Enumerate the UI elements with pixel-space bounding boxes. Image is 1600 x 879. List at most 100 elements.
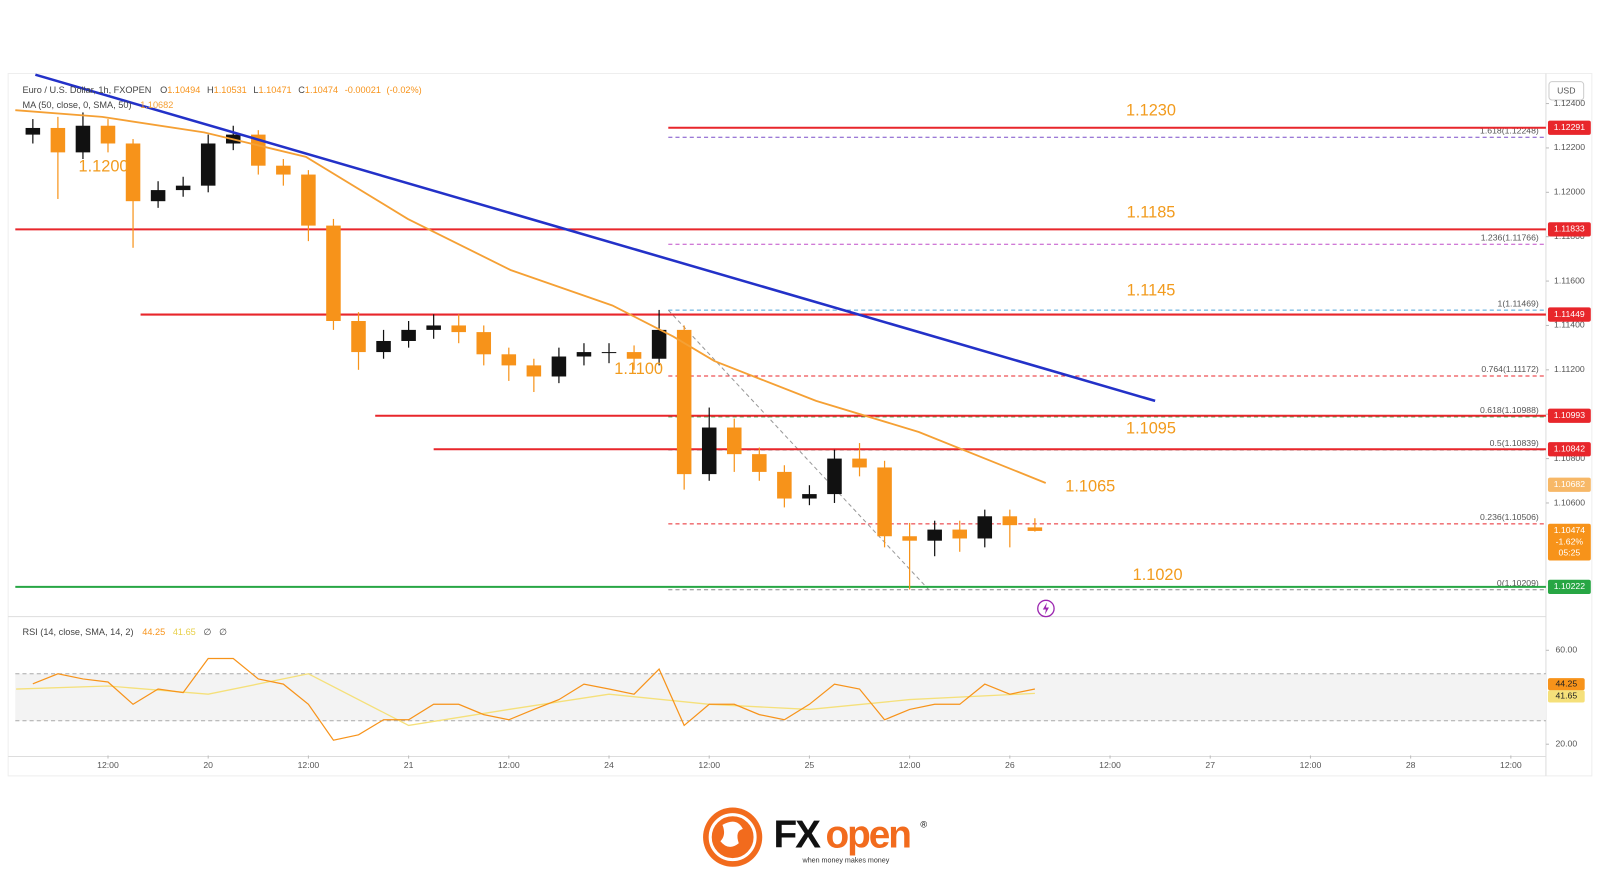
price-tag-label: 1.10842 [1554,444,1585,454]
plot: 1.124001.122001.120001.118001.116001.114… [15,73,1591,770]
ohlc-label: H [207,85,214,95]
rsi-extra: ∅ [203,627,211,637]
logo-fx: FX [773,813,821,856]
price-tag-extra: 05:25 [1559,548,1581,558]
fib-label: 1(1.11469) [1498,298,1539,308]
y-tick-label: 1.12400 [1554,98,1585,108]
price-tag-label: 1.12291 [1554,122,1585,132]
x-tick-label: 12:00 [97,760,119,770]
x-tick-label: 12:00 [1300,760,1322,770]
candle-body [551,356,567,377]
fib-label: 0.618(1.10988) [1480,405,1539,415]
candle-body [175,185,191,191]
x-tick-label: 12:00 [1500,760,1522,770]
fib-label: 1.618(1.12248) [1480,125,1539,135]
candle-body [952,529,967,539]
x-tick-label: 21 [404,760,414,770]
x-tick-label: 12:00 [1099,760,1121,770]
price-tag-label: 1.10474 [1554,525,1585,535]
candle-body [902,536,917,541]
candle-body [802,494,817,499]
candle-body [701,427,717,475]
price-tag [1547,120,1591,135]
ohlc-label: O [160,85,167,95]
fib-label: 0(1.10209) [1497,578,1539,588]
fib-label: 0.5(1.10839) [1490,438,1539,448]
x-tick-label: 28 [1406,760,1416,770]
candle-body [351,321,366,353]
ohlc-value: 1.10531 [214,85,247,95]
rsi-tick-label: 60.00 [1555,645,1577,655]
symbol-title: Euro / U.S. Dollar, 1h, FXOPEN [22,85,151,95]
rsi-tag-label: 41.65 [1555,691,1577,701]
x-tick-label: 26 [1005,760,1015,770]
ma-header: MA (50, close, 0, SMA, 50) 1.10682 [22,101,173,111]
price-tag-label: 1.10222 [1554,581,1585,591]
x-tick-label: 25 [805,760,815,770]
rsi-band-fill [15,673,1546,721]
y-tick-label: 1.12200 [1554,142,1585,152]
level-label: 1.1095 [1126,419,1176,437]
logo-emblem-ring [708,813,757,862]
candle-body [75,125,91,153]
y-tick-label: 1.11600 [1554,275,1585,285]
rsi-label: RSI (14, close, SMA, 14, 2) [22,627,133,637]
price-tag [1547,523,1591,561]
change-pct: (-0.02%) [387,85,422,95]
candle-body [100,125,116,144]
candle-body [276,165,291,175]
header: Euro / U.S. Dollar, 1h, FXOPEN O1.10494 … [22,85,421,95]
currency: USD [1557,86,1575,96]
price-tag-label: 1.11449 [1554,309,1585,319]
candle-body [426,325,441,330]
rsi-sma-value: 41.65 [173,627,196,637]
y-tick-label: 1.10600 [1554,497,1585,507]
rsi-tag [1547,690,1585,703]
candle-body [626,352,642,359]
fib-label: 0.764(1.11172) [1481,364,1539,374]
logo-tagline: when money makes money [802,857,890,865]
ohlc-label: C [298,85,305,95]
candle-body [827,458,842,495]
annotation: 1.1100 [614,360,663,378]
alert-bolt [1042,602,1049,615]
candle-body [777,471,792,499]
x-tick-label: 12:00 [498,760,520,770]
candle-body [451,325,466,333]
candle-body [1002,516,1018,526]
price-tag [1547,442,1591,457]
candle-body [676,329,692,475]
ma-label: MA (50, close, 0, SMA, 50) [22,101,131,111]
rsi-tag-label: 44.25 [1555,679,1577,689]
candle-body [877,467,892,537]
candle-body [326,225,341,322]
currency-box [1548,81,1585,101]
price-tag-label: 1.10993 [1554,410,1585,420]
candle-body [852,458,867,468]
trendline [34,73,1156,403]
logo-open: open [826,813,911,856]
ohlc-value: 1.10471 [259,85,292,95]
annotation: 1.1065 [1065,477,1115,495]
rsi-tag [1547,678,1585,691]
y-tick-label: 1.11200 [1554,364,1585,374]
candle-body [301,174,316,226]
ma-line [15,109,1047,484]
candle-body [977,516,993,539]
y-tick-label: 1.12000 [1554,187,1585,197]
logo-emblem-figure [720,821,743,847]
y-tick-label: 1.11400 [1554,320,1585,330]
price-tag-extra: -1.62% [1556,536,1584,546]
candle-body [927,529,942,541]
x-tick-label: 20 [203,760,213,770]
price-tag-label: 1.11833 [1554,224,1585,234]
candle-body [125,143,141,202]
candle-body [501,354,517,366]
candle-body [476,332,492,355]
alert-icon[interactable] [1037,599,1055,618]
level-label: 1.1230 [1126,102,1176,120]
level-label: 1.1145 [1127,281,1176,299]
candle-body [752,454,767,472]
